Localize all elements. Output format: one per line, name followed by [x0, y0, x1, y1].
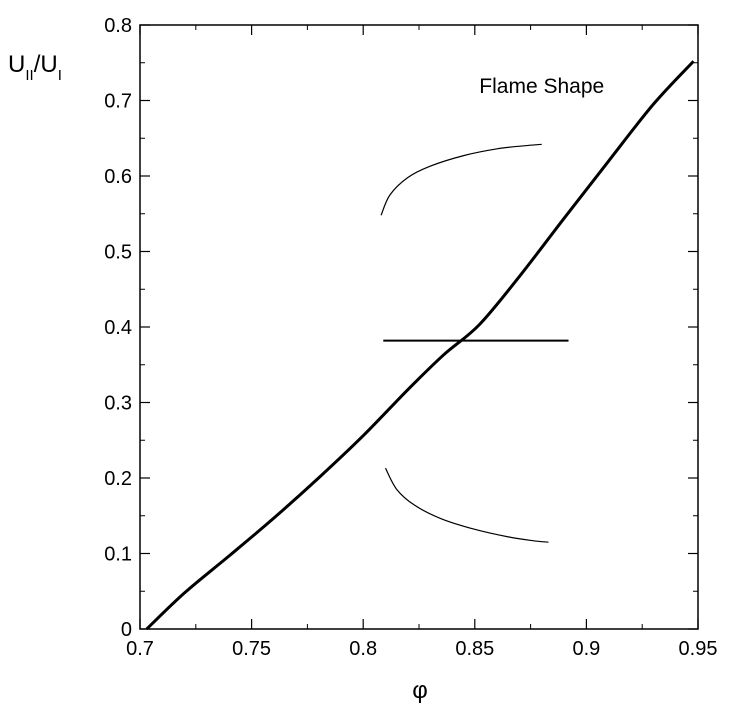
y-tick-label: 0.1: [104, 544, 132, 566]
flame-shape-upper-curve: [380, 143, 542, 216]
y-tick-label: 0.6: [104, 166, 132, 188]
y-tick-label: 0.3: [104, 393, 132, 415]
plot-frame: [139, 24, 699, 630]
x-tick-label: 0.7: [126, 638, 154, 660]
x-tick-label: 0.95: [679, 638, 718, 660]
data-series-line: [145, 60, 695, 631]
x-axis-title: φ: [412, 677, 428, 704]
x-tick-label: 0.75: [232, 638, 271, 660]
x-tick-labels: 0.7 0.75 0.8 0.85 0.9 0.95: [126, 638, 717, 660]
x-tick-label: 0.85: [455, 638, 494, 660]
y-axis-title: UII/UI: [8, 51, 62, 84]
y-tick-label: 0.5: [104, 242, 132, 264]
x-tick-label: 0.9: [572, 638, 600, 660]
flame-shape-lower-curve: [384, 467, 549, 543]
y-tick-labels: 0 0.1 0.2 0.3 0.4 0.5 0.6 0.7 0.8: [104, 15, 132, 641]
y-tick-label: 0.8: [104, 15, 132, 37]
y-tick-label: 0: [121, 619, 132, 641]
flame-shape-label: Flame Shape: [479, 75, 604, 98]
axis-ticks: [139, 24, 699, 630]
x-tick-label: 0.8: [349, 638, 377, 660]
y-tick-label: 0.7: [104, 91, 132, 113]
y-tick-label: 0.4: [104, 317, 132, 339]
y-tick-label: 0.2: [104, 468, 132, 490]
